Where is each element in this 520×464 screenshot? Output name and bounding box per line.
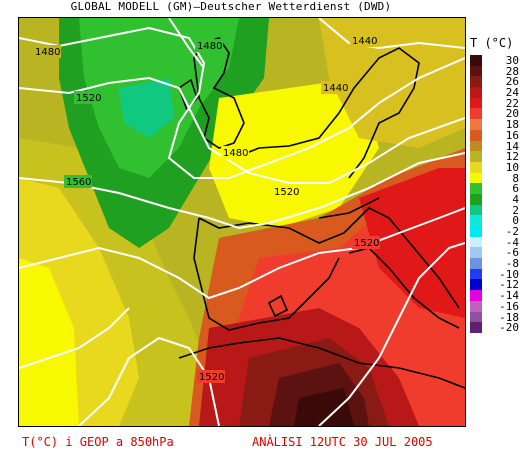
legend-swatch [470, 151, 482, 162]
legend-label: 28 [505, 64, 519, 78]
legend-swatch [470, 65, 482, 77]
legend-label: 26 [505, 75, 519, 89]
legend-label: -18 [499, 310, 519, 324]
legend-swatch [470, 97, 482, 109]
legend-swatch [470, 108, 482, 120]
legend-label: -6 [505, 246, 519, 260]
legend-swatch [470, 119, 482, 130]
legend-swatch [470, 215, 482, 226]
legend-swatch [470, 290, 482, 301]
legend-label: 10 [505, 160, 519, 174]
legend-swatch [470, 258, 482, 269]
legend-swatch [470, 161, 482, 173]
legend-swatch [470, 322, 482, 333]
legend-swatch [470, 193, 482, 205]
contour-label: 1480 [197, 41, 222, 52]
map-title: GLOBAL MODELL (GM)—Deutscher Wetterdiens… [70, 0, 392, 13]
legend-swatch [470, 87, 482, 98]
contour-label: 1480 [223, 148, 248, 159]
legend-label: -10 [499, 267, 519, 281]
contour-label: 1440 [323, 83, 348, 94]
legend-swatch [470, 140, 482, 152]
contour-label: 1520 [76, 93, 101, 104]
field-2c [119, 78, 174, 138]
field-8c-west [19, 258, 79, 426]
legend-swatch [470, 172, 482, 184]
legend-label: 2 [512, 203, 519, 217]
legend-label: -12 [499, 278, 519, 292]
legend-label: -14 [499, 289, 519, 303]
legend-swatch [470, 268, 482, 280]
legend-label: 18 [505, 118, 519, 132]
legend-label: 6 [512, 182, 519, 196]
legend-label: 22 [505, 96, 519, 110]
contour-label: 1480 [35, 47, 60, 58]
legend-label: -2 [505, 225, 519, 238]
legend-swatch [470, 247, 482, 259]
legend-swatch [470, 236, 482, 248]
legend-swatch [470, 55, 482, 66]
legend-label: 24 [505, 86, 519, 100]
legend-label: -4 [505, 235, 519, 249]
legend-label: -16 [499, 299, 519, 313]
legend-label: 30 [505, 54, 519, 67]
legend-label: 16 [505, 128, 519, 142]
contour-label: 1520 [274, 187, 299, 198]
legend-swatch [470, 183, 482, 194]
legend-label: 0 [512, 214, 519, 228]
legend-title: T (°C) [470, 36, 514, 50]
legend-swatch [470, 226, 482, 237]
contour-label: 1520 [354, 238, 379, 249]
legend-label: 8 [512, 171, 519, 185]
legend-swatch [470, 204, 482, 216]
temperature-field: 1480 1480 1440 1440 1520 1480 1560 1520 … [19, 18, 465, 426]
legend-label: 14 [505, 139, 519, 153]
contour-label: 1440 [352, 36, 377, 47]
footer-variable-label: T(°C) i GEOP a 850hPa [22, 435, 174, 449]
field-22c-east [359, 168, 465, 318]
legend-swatch [470, 129, 482, 141]
legend-swatch [470, 76, 482, 88]
legend-label: 4 [512, 192, 519, 206]
legend-label: 12 [505, 150, 519, 164]
contour-label: 1560 [66, 177, 91, 188]
field-10c-east [319, 18, 465, 148]
footer-analysis-time: ANÀLISI 12UTC 30 JUL 2005 [252, 435, 433, 449]
legend-label: -20 [499, 321, 519, 335]
legend-swatch [470, 311, 482, 323]
legend-swatch [470, 300, 482, 312]
contour-labels: 1480 1480 1440 1440 1520 1480 1560 1520 … [33, 34, 380, 383]
legend-swatch [470, 279, 482, 291]
legend-label: 20 [505, 107, 519, 121]
contour-label: 1520 [199, 372, 224, 383]
legend-label: -8 [505, 257, 519, 271]
weather-map: 1480 1480 1440 1440 1520 1480 1560 1520 … [18, 17, 466, 427]
field-30c [294, 388, 354, 426]
